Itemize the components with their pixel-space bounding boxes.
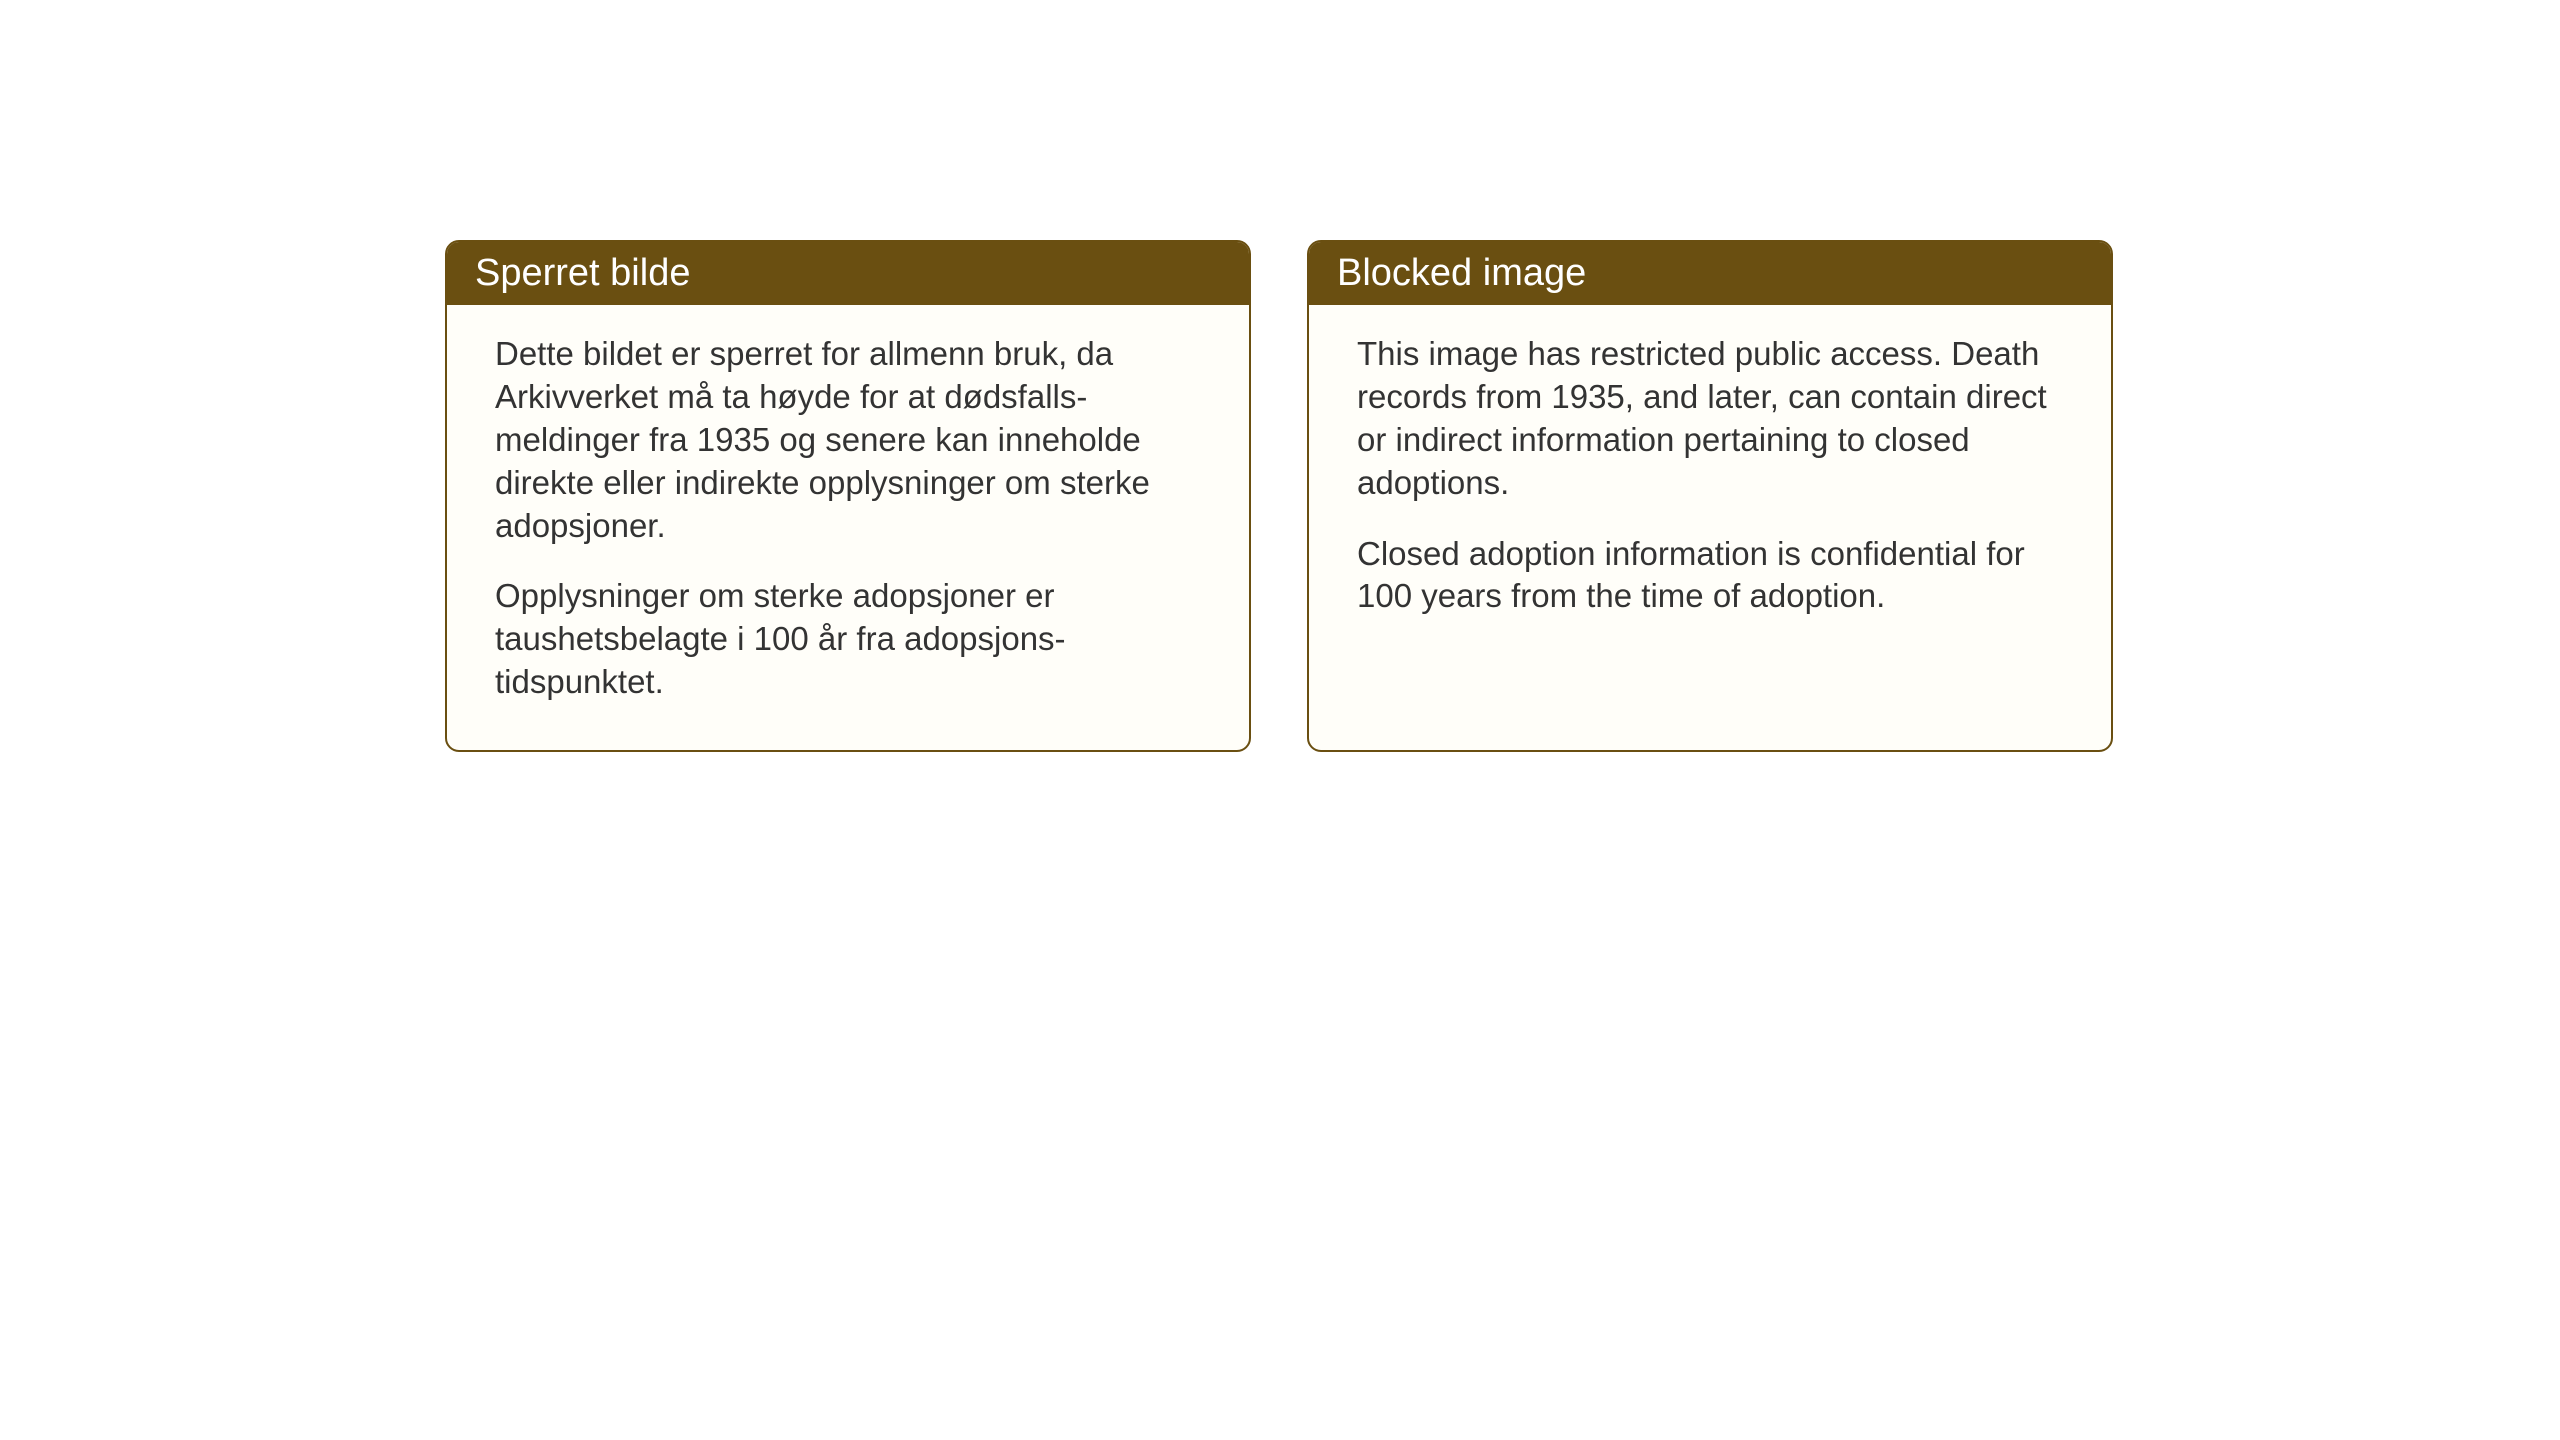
- card-body-english: This image has restricted public access.…: [1309, 305, 2111, 654]
- card-header-norwegian: Sperret bilde: [447, 242, 1249, 305]
- card-para1-english: This image has restricted public access.…: [1357, 333, 2063, 505]
- card-title-norwegian: Sperret bilde: [475, 252, 690, 294]
- card-header-english: Blocked image: [1309, 242, 2111, 305]
- card-para2-norwegian: Opplysninger om sterke adopsjoner er tau…: [495, 575, 1201, 704]
- card-title-english: Blocked image: [1337, 252, 1586, 294]
- cards-container: Sperret bilde Dette bildet er sperret fo…: [445, 240, 2113, 752]
- card-para1-norwegian: Dette bildet er sperret for allmenn bruk…: [495, 333, 1201, 547]
- card-body-norwegian: Dette bildet er sperret for allmenn bruk…: [447, 305, 1249, 740]
- card-para2-english: Closed adoption information is confident…: [1357, 533, 2063, 619]
- card-english: Blocked image This image has restricted …: [1307, 240, 2113, 752]
- card-norwegian: Sperret bilde Dette bildet er sperret fo…: [445, 240, 1251, 752]
